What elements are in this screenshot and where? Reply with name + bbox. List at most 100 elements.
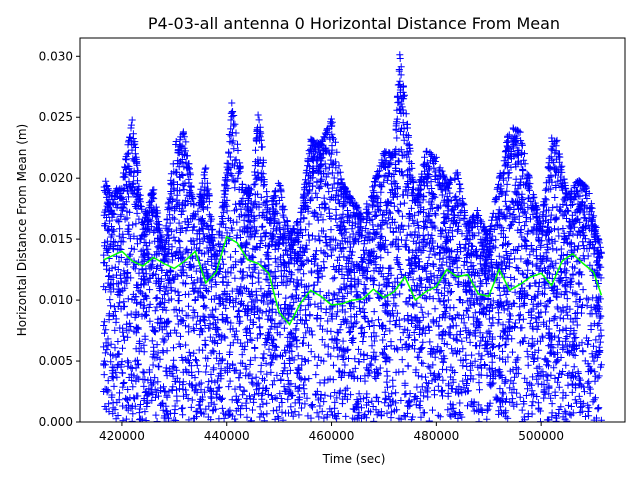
data-point bbox=[449, 232, 457, 240]
data-point bbox=[140, 341, 148, 349]
data-point bbox=[329, 275, 337, 283]
data-point bbox=[113, 280, 121, 288]
data-point bbox=[383, 409, 391, 417]
data-point bbox=[413, 299, 421, 307]
data-point bbox=[444, 406, 452, 414]
data-point bbox=[443, 258, 451, 266]
data-point bbox=[533, 325, 541, 333]
data-point bbox=[322, 204, 330, 211]
data-point bbox=[558, 162, 566, 170]
data-point bbox=[566, 410, 574, 418]
data-point bbox=[331, 398, 339, 406]
data-point bbox=[502, 413, 510, 421]
data-point bbox=[111, 344, 119, 352]
data-point bbox=[104, 377, 112, 385]
data-point bbox=[586, 310, 594, 318]
data-point bbox=[559, 315, 567, 323]
data-point bbox=[463, 381, 470, 389]
data-point bbox=[438, 289, 446, 297]
data-point bbox=[195, 368, 203, 376]
data-point bbox=[238, 258, 246, 266]
data-point bbox=[543, 303, 551, 311]
data-point bbox=[176, 244, 184, 252]
data-point bbox=[586, 261, 594, 269]
data-point bbox=[185, 302, 192, 310]
data-point bbox=[145, 304, 153, 311]
data-point bbox=[370, 337, 378, 345]
data-point bbox=[394, 157, 402, 165]
data-point bbox=[417, 388, 425, 396]
data-point bbox=[419, 313, 427, 321]
data-point bbox=[452, 192, 460, 200]
data-point bbox=[327, 408, 335, 416]
data-point bbox=[155, 392, 162, 400]
data-point bbox=[375, 281, 383, 289]
data-point bbox=[460, 319, 468, 327]
data-point bbox=[328, 184, 336, 192]
data-point bbox=[204, 204, 212, 212]
data-point bbox=[440, 328, 448, 335]
data-point bbox=[166, 219, 174, 227]
data-point bbox=[254, 190, 262, 198]
data-point bbox=[140, 369, 148, 377]
data-point bbox=[496, 354, 504, 362]
data-point bbox=[425, 326, 433, 334]
data-point bbox=[162, 272, 170, 279]
data-point bbox=[339, 337, 347, 345]
data-point bbox=[128, 295, 136, 303]
data-point bbox=[322, 165, 330, 173]
data-point bbox=[148, 396, 156, 404]
data-point bbox=[282, 247, 289, 255]
data-point bbox=[176, 385, 183, 393]
data-point bbox=[234, 308, 242, 315]
data-point bbox=[107, 358, 115, 366]
data-point bbox=[102, 177, 110, 185]
data-point bbox=[202, 341, 210, 349]
data-point bbox=[360, 281, 368, 288]
data-point bbox=[467, 359, 475, 367]
data-point bbox=[293, 283, 301, 291]
data-point bbox=[126, 319, 134, 327]
data-point bbox=[335, 253, 343, 261]
data-point bbox=[446, 289, 454, 297]
data-point bbox=[135, 215, 143, 223]
data-point bbox=[231, 248, 239, 255]
data-point bbox=[538, 332, 546, 340]
data-point bbox=[201, 175, 209, 182]
data-point bbox=[460, 201, 468, 209]
data-point bbox=[417, 413, 425, 421]
data-point bbox=[565, 401, 572, 409]
data-point bbox=[103, 193, 111, 201]
data-point bbox=[413, 353, 421, 361]
data-point bbox=[527, 215, 534, 223]
data-point bbox=[370, 348, 378, 356]
data-point bbox=[170, 356, 178, 364]
data-point bbox=[441, 308, 449, 315]
data-point bbox=[300, 381, 307, 389]
data-point bbox=[110, 382, 118, 390]
data-point bbox=[265, 312, 273, 320]
data-point bbox=[117, 278, 125, 286]
data-point bbox=[579, 252, 587, 260]
data-point bbox=[243, 324, 251, 332]
data-point bbox=[263, 399, 271, 407]
data-point bbox=[395, 158, 403, 166]
data-point bbox=[330, 174, 338, 182]
data-point bbox=[303, 394, 311, 402]
data-point bbox=[282, 246, 290, 254]
data-point bbox=[567, 403, 575, 410]
data-point bbox=[511, 288, 519, 296]
data-point bbox=[371, 356, 379, 364]
data-point bbox=[397, 71, 405, 79]
data-point bbox=[553, 246, 561, 254]
data-point bbox=[275, 290, 282, 298]
data-point bbox=[574, 302, 582, 310]
data-point bbox=[234, 147, 242, 154]
data-point bbox=[345, 355, 352, 362]
data-point bbox=[201, 388, 209, 396]
data-point bbox=[146, 300, 154, 308]
data-point bbox=[521, 374, 529, 382]
data-point bbox=[427, 244, 435, 252]
data-point bbox=[330, 361, 337, 369]
data-point bbox=[256, 413, 264, 421]
